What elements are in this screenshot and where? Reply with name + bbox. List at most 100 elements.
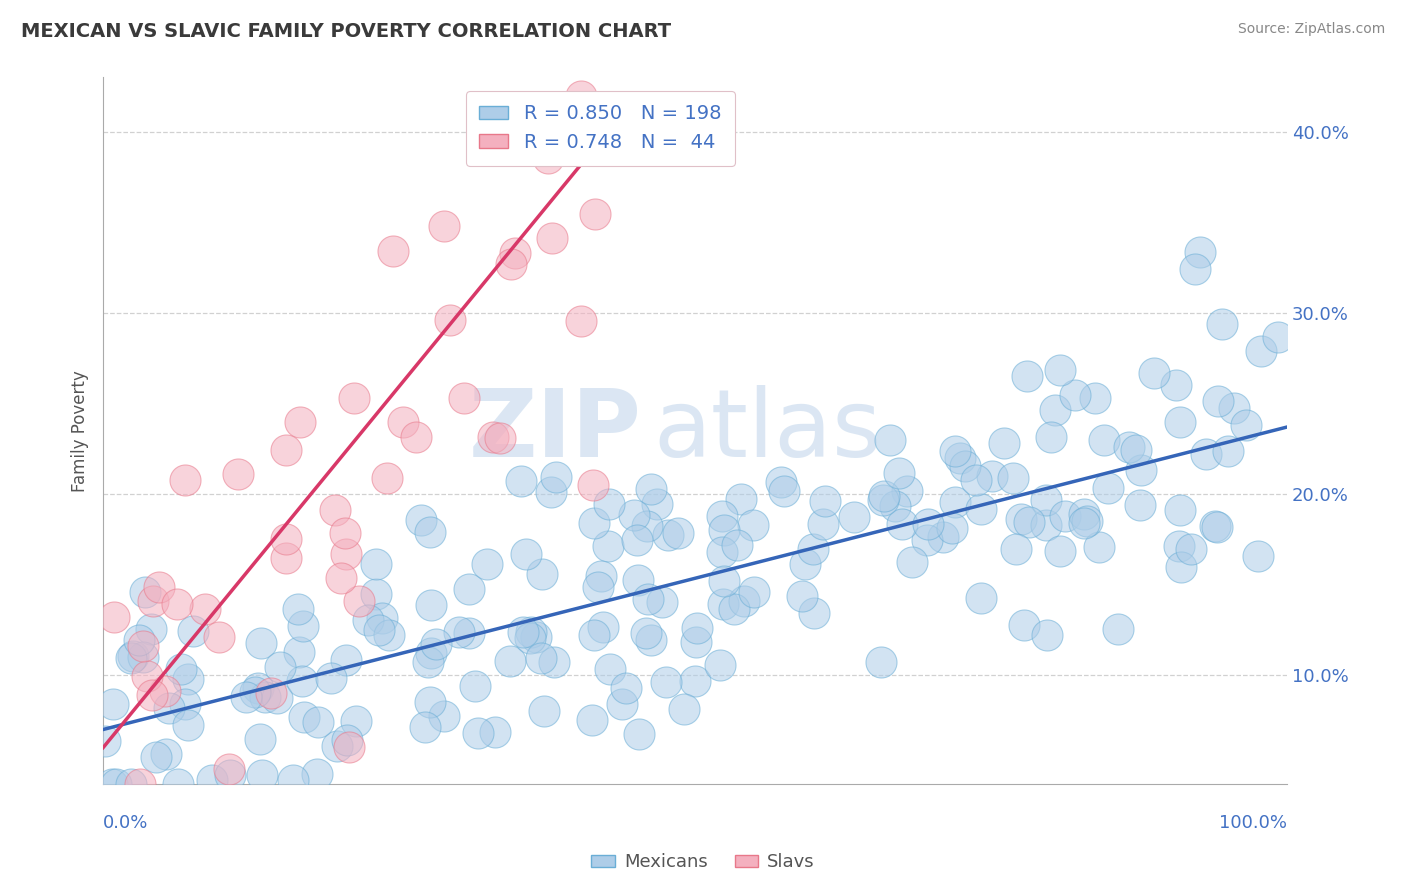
Point [711, 508, 734, 523]
Point [1216, 444, 1239, 458]
Point [1064, 388, 1087, 402]
Point [166, 597, 188, 611]
Point [336, 733, 359, 747]
Point [201, 772, 224, 787]
Point [145, 750, 167, 764]
Point [419, 695, 441, 709]
Point [173, 474, 195, 488]
Point [949, 451, 972, 466]
Point [292, 619, 315, 633]
Point [572, 123, 595, 137]
Point [713, 574, 735, 588]
Point [943, 495, 966, 509]
Point [1211, 317, 1233, 331]
Point [141, 622, 163, 636]
Point [1130, 463, 1153, 477]
Point [844, 510, 866, 524]
Point [1049, 543, 1071, 558]
Point [457, 582, 479, 596]
Point [305, 767, 328, 781]
Point [596, 539, 619, 553]
Point [581, 714, 603, 728]
Point [1035, 517, 1057, 532]
Point [120, 651, 142, 665]
Point [100, 777, 122, 791]
Point [131, 639, 153, 653]
Point [218, 763, 240, 777]
Point [1043, 402, 1066, 417]
Point [870, 655, 893, 669]
Point [177, 673, 200, 687]
Point [287, 602, 309, 616]
Point [1014, 618, 1036, 632]
Point [357, 613, 380, 627]
Point [1054, 508, 1077, 523]
Point [142, 593, 165, 607]
Point [194, 601, 217, 615]
Point [260, 686, 283, 700]
Point [174, 698, 197, 712]
Point [364, 587, 387, 601]
Point [420, 598, 443, 612]
Point [1076, 514, 1098, 528]
Point [274, 532, 297, 546]
Text: MEXICAN VS SLAVIC FAMILY POVERTY CORRELATION CHART: MEXICAN VS SLAVIC FAMILY POVERTY CORRELA… [21, 22, 671, 41]
Point [943, 444, 966, 458]
Point [1194, 447, 1216, 461]
Point [583, 207, 606, 221]
Point [344, 714, 367, 729]
Point [520, 625, 543, 640]
Point [1097, 481, 1119, 495]
Point [683, 674, 706, 689]
Point [1002, 471, 1025, 485]
Point [589, 569, 612, 583]
Text: 0.0%: 0.0% [103, 814, 149, 832]
Point [409, 513, 432, 527]
Point [103, 610, 125, 624]
Point [1035, 493, 1057, 508]
Point [477, 558, 499, 572]
Point [543, 655, 565, 669]
Point [900, 555, 922, 569]
Point [288, 645, 311, 659]
Point [157, 701, 180, 715]
Point [1206, 393, 1229, 408]
Point [1184, 261, 1206, 276]
Point [1267, 329, 1289, 343]
Point [269, 659, 291, 673]
Point [891, 516, 914, 531]
Legend: Mexicans, Slavs: Mexicans, Slavs [583, 847, 823, 879]
Point [932, 530, 955, 544]
Point [129, 777, 152, 791]
Point [673, 701, 696, 715]
Point [713, 523, 735, 537]
Point [141, 688, 163, 702]
Point [464, 679, 486, 693]
Point [288, 415, 311, 429]
Point [1168, 539, 1191, 553]
Point [793, 557, 815, 571]
Point [218, 767, 240, 781]
Point [529, 651, 551, 665]
Point [1166, 378, 1188, 392]
Point [228, 467, 250, 482]
Point [586, 580, 609, 594]
Point [725, 539, 748, 553]
Point [364, 557, 387, 571]
Point [1088, 540, 1111, 554]
Point [628, 727, 651, 741]
Point [512, 624, 534, 639]
Point [709, 657, 731, 672]
Point [955, 458, 977, 473]
Point [330, 571, 353, 585]
Point [965, 473, 987, 487]
Text: ZIP: ZIP [470, 384, 641, 476]
Point [170, 662, 193, 676]
Point [249, 636, 271, 650]
Point [1234, 418, 1257, 433]
Point [254, 690, 277, 704]
Point [1170, 560, 1192, 574]
Point [803, 606, 825, 620]
Point [484, 725, 506, 739]
Point [482, 429, 505, 443]
